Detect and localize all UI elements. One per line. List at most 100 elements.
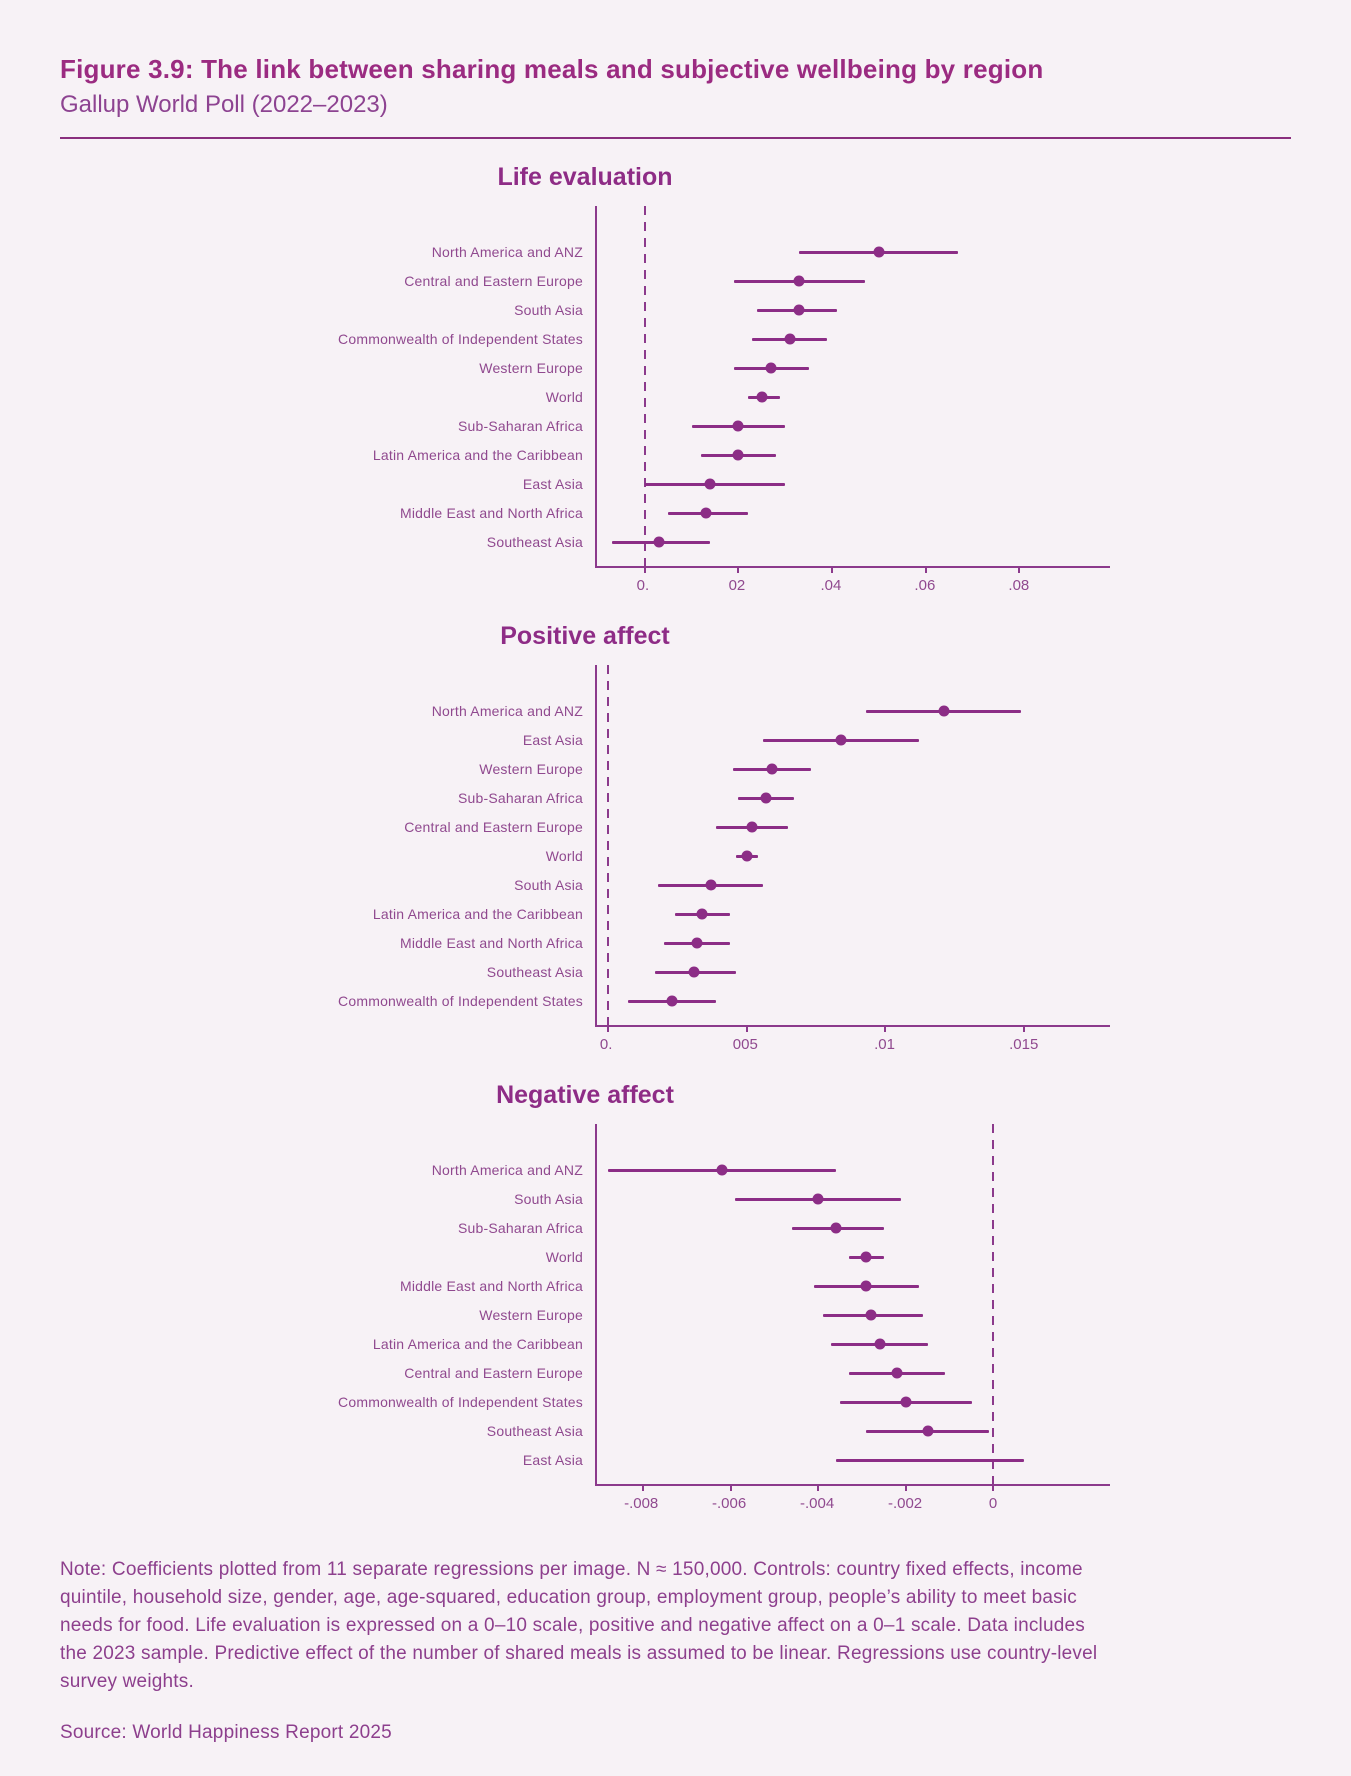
axis-tick: [904, 1484, 907, 1491]
axis-tick: [745, 1025, 748, 1032]
point-estimate-marker: [705, 879, 717, 891]
axis-tick: [729, 1484, 732, 1491]
region-label: South Asia: [514, 302, 583, 318]
x-axis-tick-labels: -.008 -.006 -.004 -.002 0: [595, 1486, 1110, 1516]
region-label: Sub-Saharan Africa: [457, 418, 583, 434]
region-label: Latin America and the Caribbean: [372, 906, 583, 922]
region-labels-column: North America and ANZ East Asia Western Eu…: [60, 665, 595, 1027]
figure-note: Note: Coefficients plotted from 11 separ…: [60, 1559, 1098, 1692]
region-label: Commonwealth of Independent States: [338, 1394, 583, 1410]
region-label: World: [545, 848, 583, 864]
region-label: Western Europe: [479, 761, 583, 777]
region-labels-column: North America and ANZ South Asia Sub-Sahar…: [60, 1124, 595, 1486]
point-estimate-marker: [922, 1425, 934, 1437]
axis-tick: [643, 566, 646, 573]
axis-tick-label: -.006: [712, 1495, 747, 1512]
point-estimate-marker: [874, 1338, 886, 1350]
region-label: Latin America and the Caribbean: [372, 1336, 583, 1352]
point-estimate-marker: [860, 1280, 872, 1292]
region-label: Commonwealth of Independent States: [338, 331, 583, 347]
region-label: Central and Eastern Europe: [404, 273, 583, 289]
chart-title: Negative affect: [496, 1081, 674, 1109]
title-divider: [60, 137, 1291, 139]
region-labels-column: North America and ANZ Central and Eastern…: [60, 206, 595, 568]
region-label: Western Europe: [479, 360, 583, 376]
axis-tick: [641, 1484, 644, 1491]
region-label: Central and Eastern Europe: [404, 819, 583, 835]
region-label: Southeast Asia: [486, 1423, 583, 1439]
axis-tick: [924, 566, 927, 573]
axis-tick-label: 0.: [636, 577, 650, 594]
axis-tick-label: .06: [914, 577, 936, 594]
plot-area: [595, 665, 1110, 1032]
region-label: Commonwealth of Independent States: [338, 993, 583, 1009]
axis-tick-label: 0.: [599, 1036, 613, 1053]
chart-body: North America and ANZ East Asia Western Eu…: [60, 665, 1291, 1032]
point-estimate-marker: [688, 966, 700, 978]
axis-tick-label: -.002: [887, 1495, 923, 1512]
region-label: East Asia: [522, 732, 583, 748]
point-estimate-marker: [765, 362, 777, 374]
point-estimate-marker: [691, 937, 703, 949]
region-label: Central and Eastern Europe: [404, 1365, 583, 1381]
figure-subtitle: Gallup World Poll (2022–2023): [60, 91, 388, 118]
region-label: Middle East and North Africa: [399, 1278, 583, 1294]
region-label: North America and ANZ: [431, 703, 583, 719]
point-estimate-marker: [784, 333, 796, 345]
point-estimate-marker: [653, 536, 665, 548]
figure-source: Source: World Happiness Report 2025: [60, 1722, 392, 1743]
region-label: World: [545, 389, 583, 405]
chart-positive-affect: Positive affect North America and ANZ Eas…: [60, 622, 1291, 1057]
point-estimate-marker: [812, 1193, 824, 1205]
chart-title: Positive affect: [500, 622, 670, 650]
chart-body: North America and ANZ South Asia Sub-Sahar…: [60, 1124, 1291, 1491]
axis-tick-label: -.004: [799, 1495, 835, 1512]
chart-body: North America and ANZ Central and Eastern…: [60, 206, 1291, 573]
x-axis-tick-labels: 0. 02 .04 .06 .08: [595, 568, 1110, 598]
region-label: Southeast Asia: [486, 534, 583, 550]
plot-area: [595, 206, 1110, 573]
region-label: Sub-Saharan Africa: [457, 790, 583, 806]
point-estimate-marker: [830, 1222, 842, 1234]
axis-tick-label: .015: [1009, 1036, 1039, 1053]
axis-tick: [1023, 1025, 1026, 1032]
axis-tick-label: 005: [732, 1036, 758, 1053]
figure-title: Figure 3.9: The link between sharing mea…: [60, 54, 1044, 84]
point-estimate-marker: [732, 449, 744, 461]
region-label: Sub-Saharan Africa: [457, 1220, 583, 1236]
point-estimate-marker: [766, 763, 778, 775]
axis-tick-label: .08: [1008, 577, 1030, 594]
point-estimate-marker: [865, 1309, 877, 1321]
axis-tick-label: 0: [988, 1495, 998, 1512]
point-estimate-marker: [704, 478, 716, 490]
region-label: South Asia: [514, 877, 583, 893]
axis-tick: [884, 1025, 887, 1032]
chart-title: Life evaluation: [497, 163, 673, 191]
point-estimate-marker: [700, 507, 712, 519]
point-estimate-marker: [746, 821, 758, 833]
point-estimate-marker: [900, 1396, 912, 1408]
axis-tick-label: -.008: [624, 1495, 659, 1512]
point-estimate-marker: [732, 420, 744, 432]
zero-reference-line: [992, 1124, 995, 1484]
axis-tick: [737, 566, 740, 573]
axis-tick-label: 02: [728, 577, 746, 594]
point-estimate-marker: [873, 246, 885, 258]
axis-tick: [607, 1025, 610, 1032]
point-estimate-marker: [860, 1251, 872, 1263]
zero-reference-line: [607, 665, 610, 1025]
region-label: East Asia: [522, 1452, 583, 1468]
axis-tick: [992, 1484, 995, 1491]
point-estimate-marker: [666, 995, 678, 1007]
chart-negative-affect: Negative affect North America and ANZ Sou…: [60, 1081, 1291, 1516]
point-estimate-marker: [696, 908, 708, 920]
point-estimate-marker: [760, 792, 772, 804]
point-estimate-marker: [793, 304, 805, 316]
region-label: Middle East and North Africa: [399, 505, 583, 521]
x-axis-tick-labels: 0. 005 .01 .015: [595, 1027, 1110, 1057]
point-estimate-marker: [891, 1367, 903, 1379]
region-label: World: [545, 1249, 583, 1265]
chart-life-evaluation: Life evaluation North America and ANZ Cen…: [60, 163, 1291, 598]
point-estimate-marker: [741, 850, 753, 862]
